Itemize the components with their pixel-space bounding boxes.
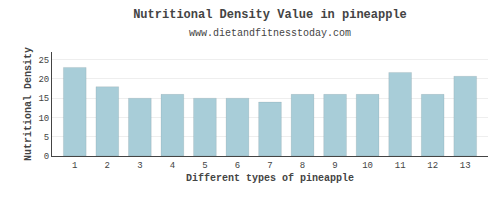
svg-text:1: 1: [72, 161, 77, 171]
svg-text:7: 7: [267, 161, 272, 171]
svg-text:5: 5: [44, 133, 49, 143]
svg-text:6: 6: [235, 161, 240, 171]
svg-text:5: 5: [202, 161, 207, 171]
svg-text:www.dietandfitnesstoday.com: www.dietandfitnesstoday.com: [189, 28, 351, 39]
svg-text:10: 10: [38, 114, 49, 124]
svg-text:Nutritional Density Value in p: Nutritional Density Value in pineapple: [133, 8, 407, 22]
svg-text:8: 8: [300, 161, 305, 171]
svg-text:20: 20: [38, 75, 49, 85]
svg-text:Different types of pineapple: Different types of pineapple: [186, 173, 354, 184]
svg-text:4: 4: [170, 161, 175, 171]
svg-text:Nutritional Density: Nutritional Density: [23, 47, 34, 161]
svg-text:10: 10: [362, 161, 373, 171]
svg-text:9: 9: [332, 161, 337, 171]
svg-text:11: 11: [395, 161, 406, 171]
svg-text:3: 3: [137, 161, 142, 171]
svg-text:12: 12: [427, 161, 438, 171]
svg-text:25: 25: [38, 56, 49, 66]
svg-text:15: 15: [38, 94, 49, 104]
svg-text:13: 13: [460, 161, 471, 171]
svg-text:2: 2: [105, 161, 110, 171]
svg-text:0: 0: [44, 152, 49, 162]
